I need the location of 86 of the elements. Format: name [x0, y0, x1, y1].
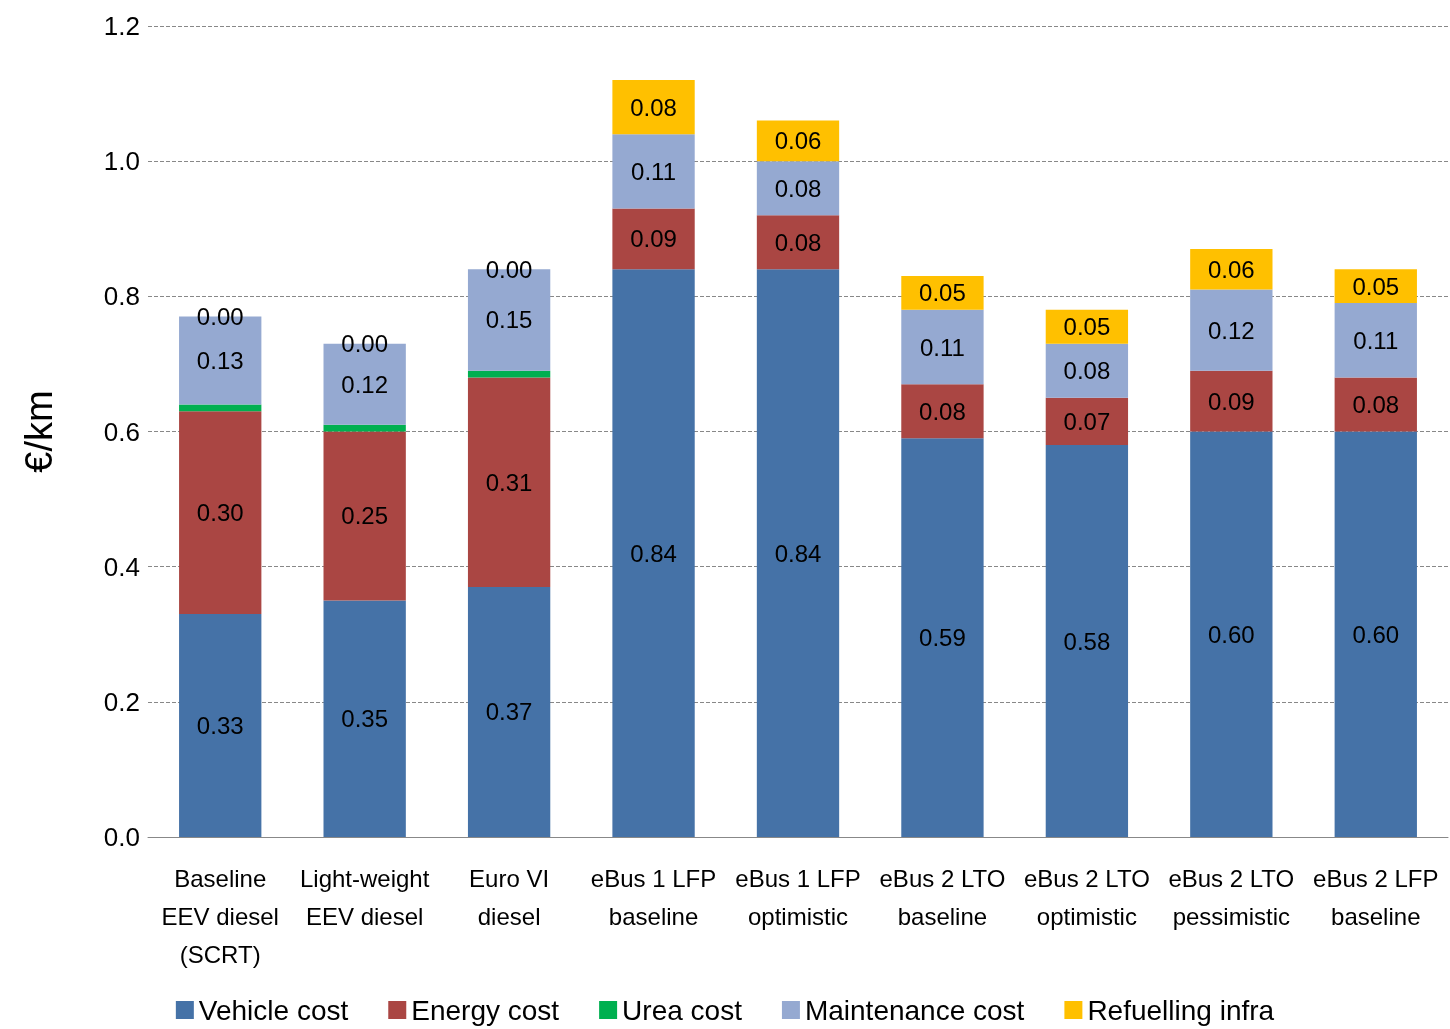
- data-label: 0.07: [1063, 407, 1111, 435]
- y-tick-label: 0.2: [103, 686, 140, 717]
- data-label: 0.35: [341, 705, 389, 733]
- x-tick-label: eBus 2 LTO baseline: [879, 864, 1006, 930]
- data-label: 0.11: [919, 333, 965, 361]
- bar: [179, 411, 262, 614]
- y-tick-label: 1.0: [103, 146, 140, 177]
- y-axis-title: €/km: [18, 390, 60, 473]
- data-label: 0.08: [774, 174, 822, 202]
- data-label: 0.08: [1063, 357, 1111, 385]
- x-tick-label: eBus 2 LTO pessimistic: [1168, 864, 1295, 930]
- x-tick-label: eBus 2 LFP baseline: [1313, 864, 1439, 930]
- bar: [323, 431, 406, 601]
- data-label: 0.15: [485, 306, 533, 334]
- legend-label: Energy cost: [411, 994, 560, 1026]
- y-tick-label: 0.0: [103, 822, 140, 852]
- bar: [323, 424, 406, 432]
- data-label: 0.11: [631, 157, 677, 185]
- data-label: 0.08: [630, 93, 677, 121]
- data-label: 0.00: [341, 330, 389, 358]
- bar: [612, 80, 695, 135]
- bar: [323, 600, 406, 837]
- bar: [756, 161, 840, 216]
- x-tick-label: eBus 1 LFP optimistic: [735, 864, 861, 930]
- data-label: 0.12: [341, 370, 389, 398]
- data-label: 0.00: [196, 303, 244, 331]
- data-label: 0.11: [1353, 326, 1399, 354]
- data-label: 0.30: [196, 499, 244, 527]
- bar: [901, 384, 984, 439]
- legend-label: Urea cost: [622, 994, 743, 1026]
- bar: [1334, 377, 1417, 432]
- bar: [1045, 445, 1129, 837]
- legend-label: Refuelling infra: [1087, 994, 1275, 1026]
- bar: [179, 404, 262, 412]
- bar: [1190, 289, 1273, 371]
- bar: [756, 269, 840, 837]
- bar: [1190, 431, 1273, 837]
- y-tick-label: 1.2: [103, 11, 140, 41]
- data-label: 0.05: [919, 279, 966, 307]
- bar: [612, 134, 695, 209]
- x-tick-label: Euro VI diesel: [469, 864, 550, 930]
- data-label: 0.84: [774, 539, 822, 567]
- data-label: 0.08: [774, 228, 822, 256]
- data-label: 0.60: [1352, 620, 1400, 648]
- bar: [1334, 303, 1417, 378]
- bar: [467, 586, 551, 837]
- data-label: 0.00: [485, 255, 533, 283]
- bar: [756, 215, 840, 270]
- bar: [612, 269, 695, 837]
- x-tick-label: Light-weight EEV diesel: [299, 864, 430, 930]
- x-tick-label: Baseline EEV diesel (SCRT): [161, 864, 279, 968]
- bar: [1045, 343, 1129, 398]
- data-label: 0.12: [1207, 316, 1255, 344]
- data-label: 0.05: [1352, 272, 1400, 300]
- data-label: 0.84: [630, 539, 677, 567]
- data-label: 0.59: [919, 624, 966, 652]
- x-tick-label: eBus 2 LTO optimistic: [1023, 864, 1150, 930]
- data-label: 0.06: [1207, 255, 1255, 283]
- data-label: 0.08: [1352, 390, 1400, 418]
- data-label: 0.09: [630, 225, 677, 253]
- y-tick-label: 0.8: [103, 281, 140, 312]
- data-label: 0.33: [196, 711, 244, 739]
- data-label: 0.13: [196, 347, 244, 375]
- bar: [1190, 370, 1273, 432]
- legend-label: Vehicle cost: [198, 994, 349, 1026]
- data-label: 0.31: [485, 468, 533, 496]
- bar: [1190, 249, 1273, 290]
- legend-label: Maintenance cost: [804, 994, 1025, 1026]
- data-label: 0.25: [341, 502, 389, 530]
- bar: [1334, 431, 1417, 837]
- data-label: 0.09: [1207, 387, 1255, 415]
- data-label: 0.60: [1207, 620, 1255, 648]
- y-tick-label: 0.4: [103, 551, 140, 582]
- x-tick-label: eBus 1 LFP baseline: [590, 864, 717, 930]
- data-label: 0.37: [485, 698, 533, 726]
- bar: [901, 309, 984, 385]
- bar: [901, 438, 984, 837]
- bar: [612, 208, 695, 270]
- data-label: 0.58: [1063, 627, 1111, 655]
- bar: [179, 613, 262, 837]
- data-label: 0.06: [774, 127, 822, 155]
- y-tick-label: 0.6: [103, 416, 140, 447]
- bar: [1045, 397, 1129, 446]
- data-label: 0.08: [919, 397, 966, 425]
- bar: [467, 377, 551, 587]
- data-label: 0.05: [1063, 313, 1111, 341]
